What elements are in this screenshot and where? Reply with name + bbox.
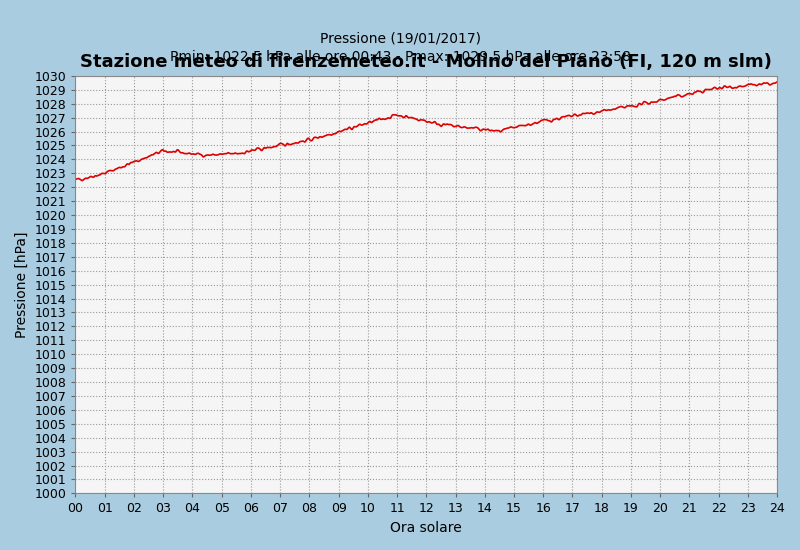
Y-axis label: Pressione [hPa]: Pressione [hPa] [15, 232, 29, 338]
Text: Pressione (19/01/2017): Pressione (19/01/2017) [319, 31, 481, 46]
Title: Stazione meteo di firenzemeteo.it - Molino del Piano (FI, 120 m slm): Stazione meteo di firenzemeteo.it - Moli… [80, 53, 772, 72]
Text: Pmin: 1022.5 hPa alle ore 00:43 - Pmax: 1029.5 hPa alle ore 23:58: Pmin: 1022.5 hPa alle ore 00:43 - Pmax: … [170, 50, 630, 64]
X-axis label: Ora solare: Ora solare [390, 521, 462, 535]
